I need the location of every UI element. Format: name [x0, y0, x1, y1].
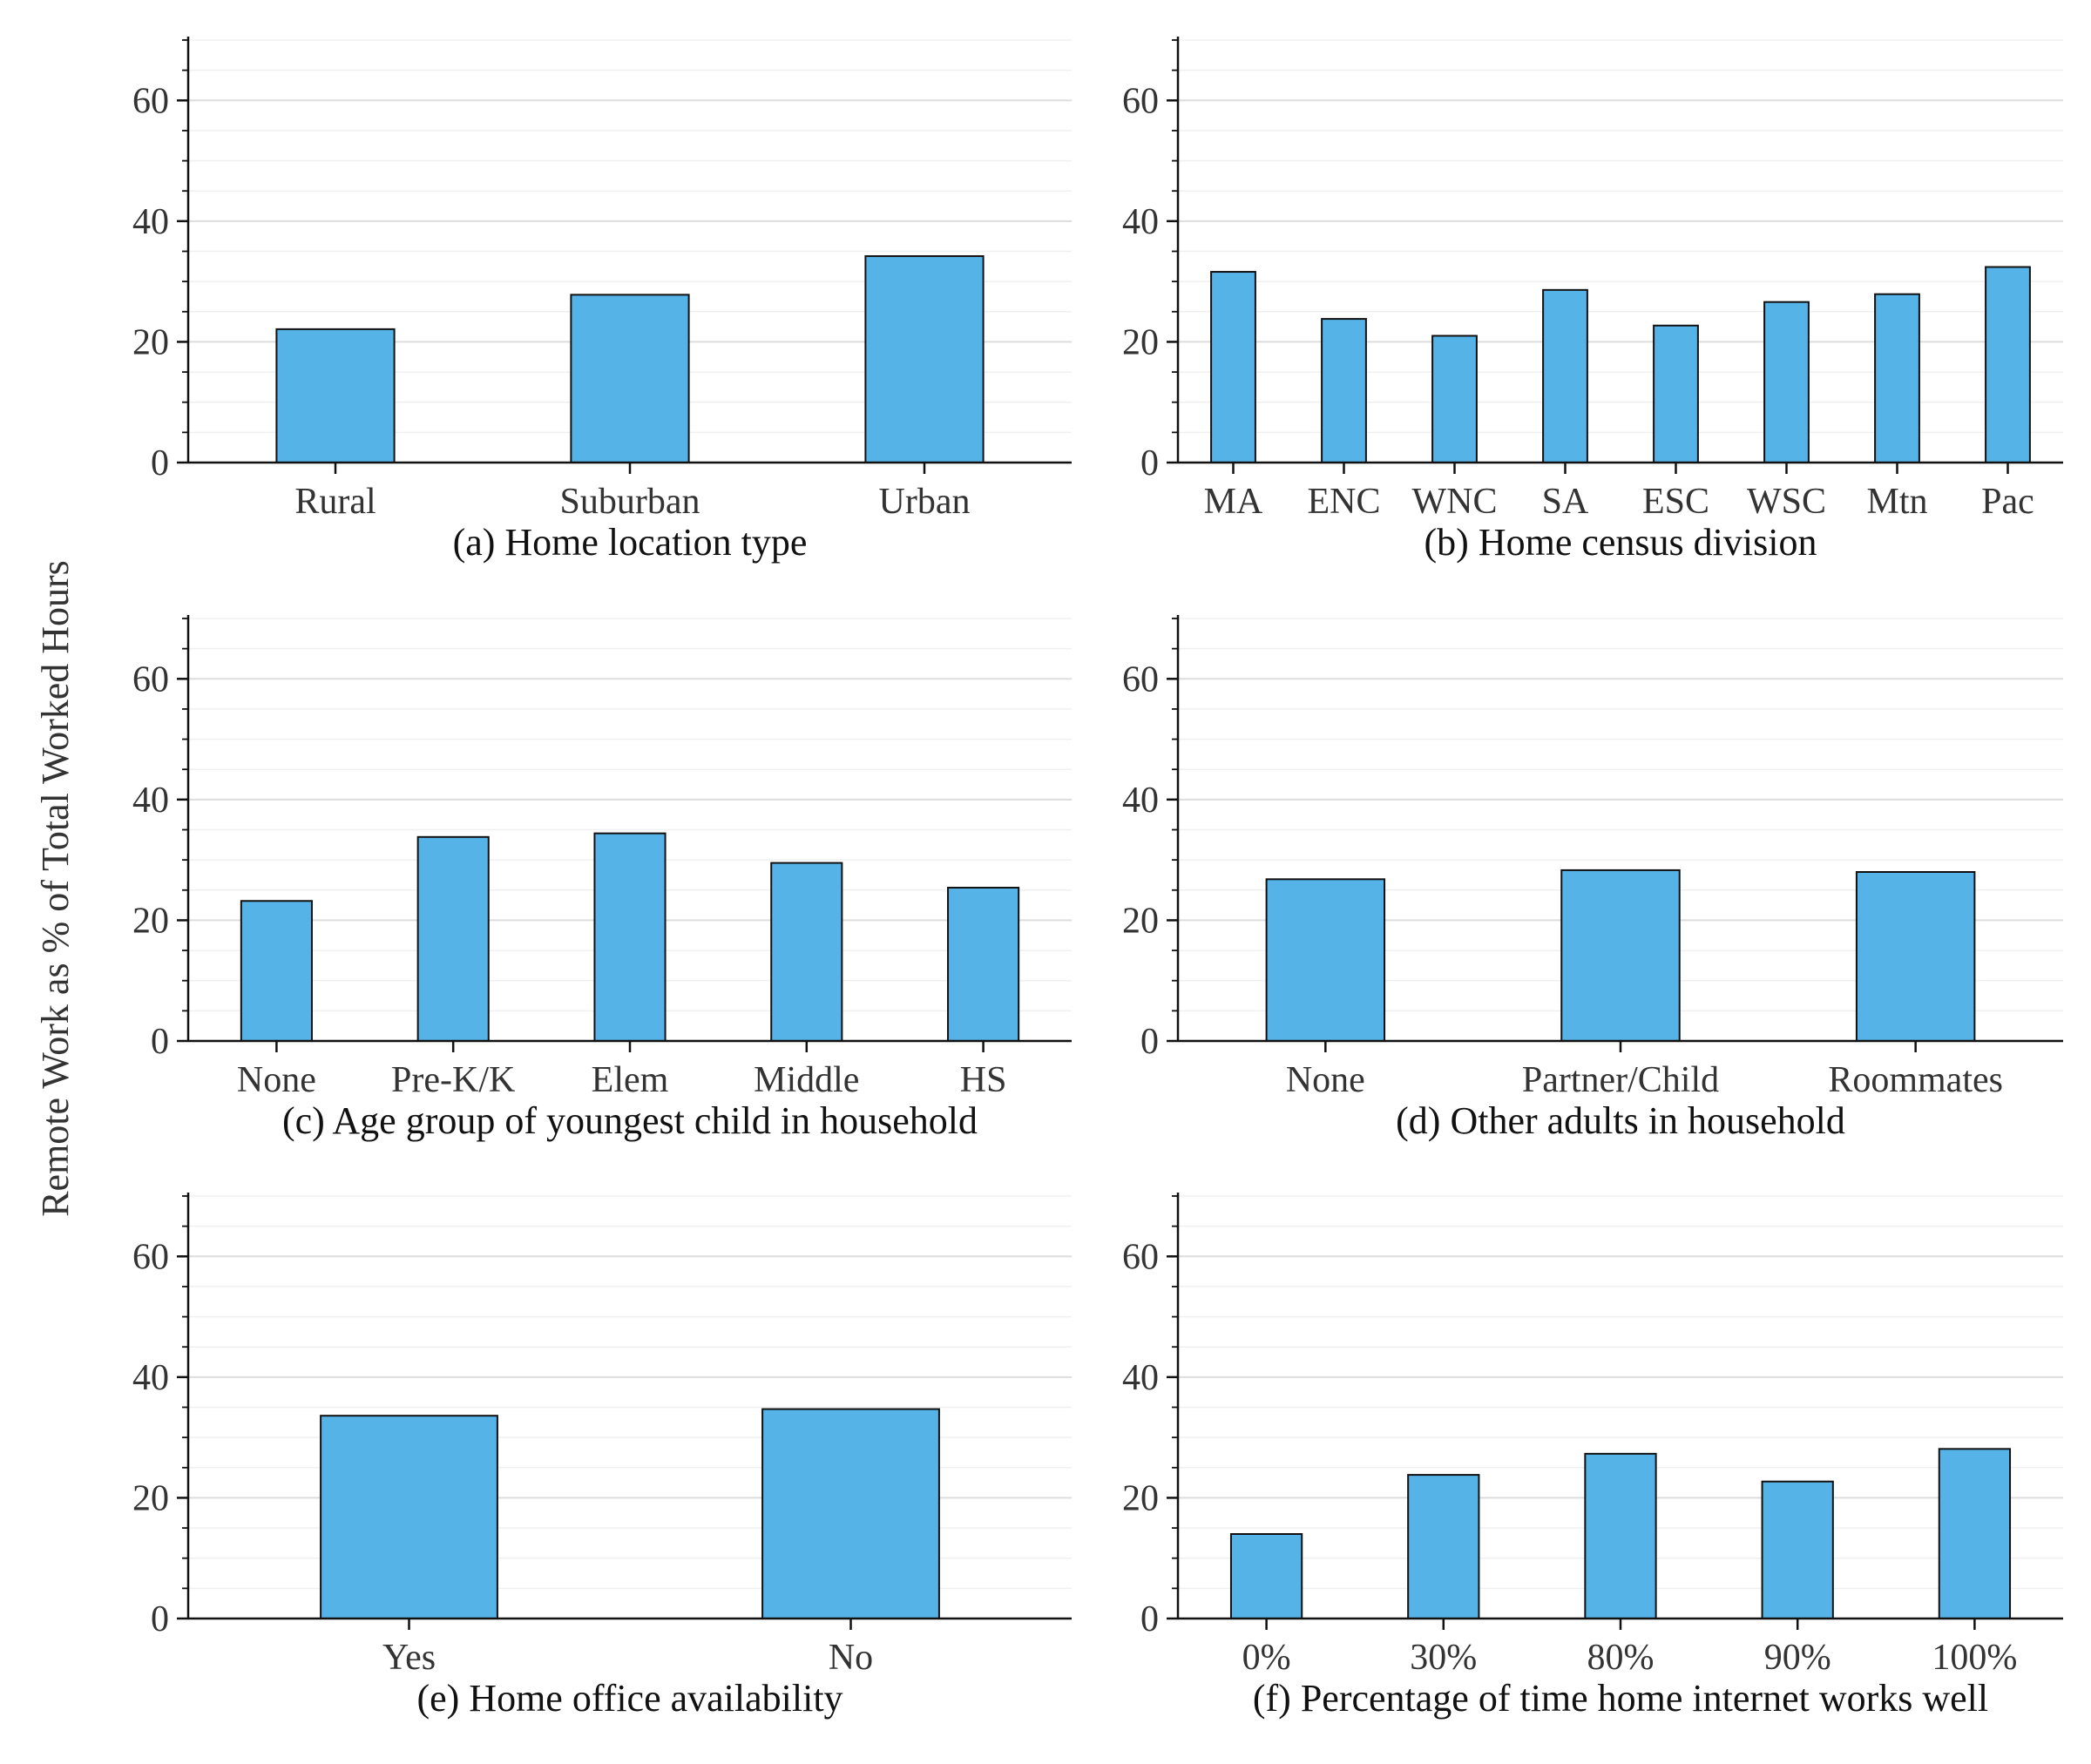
panel-a: 0 20 40 60 Rural Suburban Urban (a) Home locati… [132, 37, 1072, 564]
panel-f: 0 20 40 60 0% 30% 80% 90% 100%(f) Percentage of … [1122, 1193, 2063, 1720]
x-tick-label: HS [960, 1060, 1007, 1100]
y-tick-label: 60 [1122, 659, 1159, 700]
bar-90- [1761, 1480, 1834, 1619]
panel-title: (d) Other adults in household [1396, 1099, 1845, 1142]
bar-none [1265, 878, 1386, 1042]
x-tick-label: Partner/Child [1522, 1060, 1719, 1100]
x-tick-label: 80% [1587, 1638, 1655, 1678]
figure-y-axis-label: Remote Work as % of Total Worked Hours [34, 560, 77, 1217]
x-tick-label: WNC [1412, 482, 1498, 522]
panel-c: 0 20 40 60 None Pre-K/K Elem Middle HS(c) Age gr… [132, 615, 1072, 1142]
x-tick-label: ENC [1308, 482, 1381, 522]
bar-no [761, 1408, 940, 1620]
panel-title: (c) Age group of youngest child in house… [282, 1099, 978, 1142]
panel-d: 0 20 40 60 None Partner/Child Roommates(d) Oth… [1122, 615, 2063, 1142]
y-tick-label: 40 [1122, 202, 1159, 242]
y-tick-label: 20 [1122, 1478, 1159, 1518]
x-tick-label: None [237, 1060, 316, 1100]
bar-0- [1229, 1533, 1303, 1619]
panel-title: (f) Percentage of time home internet wor… [1253, 1677, 1988, 1720]
panel-b: 0 20 40 60 MA ENC WNC SA ESC WSC Mtn Pac (b) Home ce… [1122, 37, 2063, 564]
panel-title: (b) Home census division [1424, 521, 1817, 564]
x-tick-label: Suburban [560, 482, 700, 522]
y-tick-label: 0 [1140, 443, 1159, 483]
y-tick-label: 20 [1122, 901, 1159, 941]
panel-e: 0 20 40 60 Yes No(e) Home office availability [132, 1193, 1072, 1720]
y-tick-label: 0 [151, 1599, 169, 1639]
bar-enc [1321, 318, 1367, 463]
x-tick-label: Pac [1981, 482, 2034, 522]
y-tick-label: 60 [132, 659, 169, 700]
bar-wsc [1763, 301, 1810, 464]
x-tick-label: Rural [294, 482, 376, 522]
y-tick-label: 0 [151, 443, 169, 483]
y-tick-label: 40 [132, 202, 169, 242]
x-tick-label: 30% [1410, 1638, 1477, 1678]
x-tick-label: MA [1204, 482, 1263, 522]
y-tick-label: 20 [132, 1478, 169, 1518]
bar-100- [1938, 1448, 2012, 1619]
bar-yes [320, 1415, 498, 1619]
x-tick-label: Urban [879, 482, 971, 522]
bar-sa [1542, 288, 1588, 464]
bar-wnc [1431, 335, 1478, 463]
panel-title: (e) Home office availability [416, 1677, 842, 1720]
y-tick-label: 20 [1122, 322, 1159, 362]
bar-pac [1985, 266, 2031, 463]
y-tick-label: 40 [132, 781, 169, 821]
x-tick-label: WSC [1747, 482, 1826, 522]
x-tick-label: 90% [1764, 1638, 1831, 1678]
bar-suburban [570, 294, 690, 463]
x-tick-label: None [1286, 1060, 1365, 1100]
y-tick-label: 60 [132, 81, 169, 121]
bar-rural [275, 328, 396, 463]
y-tick-label: 40 [1122, 1358, 1159, 1398]
x-tick-label: Pre-K/K [391, 1060, 515, 1100]
panels: 0 20 40 60 Rural Suburban Urban (a) Home locati… [132, 37, 2063, 1720]
bar-roommates [1855, 871, 1976, 1042]
y-tick-label: 0 [1140, 1022, 1159, 1062]
bar-urban [864, 255, 985, 463]
y-tick-label: 0 [1140, 1599, 1159, 1639]
x-tick-label: Roommates [1828, 1060, 2003, 1100]
y-tick-label: 60 [132, 1237, 169, 1277]
x-tick-label: No [829, 1638, 873, 1678]
bar-middle [770, 862, 843, 1042]
x-tick-label: Elem [592, 1060, 669, 1100]
x-tick-label: ESC [1642, 482, 1709, 522]
bar-pre-k-k [416, 835, 490, 1042]
y-tick-label: 20 [132, 901, 169, 941]
x-tick-label: Mtn [1866, 482, 1927, 522]
bar-elem [593, 832, 667, 1043]
bar-hs [947, 887, 1020, 1042]
x-tick-label: Middle [754, 1060, 859, 1100]
bar-none [240, 900, 313, 1043]
panel-title: (a) Home location type [453, 521, 808, 564]
bar-mtn [1874, 293, 1920, 464]
bar-esc [1653, 324, 1699, 463]
x-tick-label: 0% [1242, 1638, 1291, 1678]
y-tick-label: 0 [151, 1022, 169, 1062]
y-tick-label: 40 [1122, 781, 1159, 821]
y-tick-label: 60 [1122, 81, 1159, 121]
y-tick-label: 60 [1122, 1237, 1159, 1277]
bar-ma [1210, 271, 1256, 463]
bar-80- [1584, 1452, 1657, 1619]
x-tick-label: Yes [382, 1638, 436, 1678]
bar-30- [1407, 1474, 1480, 1619]
x-tick-label: 100% [1932, 1638, 2017, 1678]
x-tick-label: SA [1542, 482, 1589, 522]
y-tick-label: 40 [132, 1358, 169, 1398]
bar-partner-child [1560, 868, 1681, 1043]
y-tick-label: 20 [132, 322, 169, 362]
